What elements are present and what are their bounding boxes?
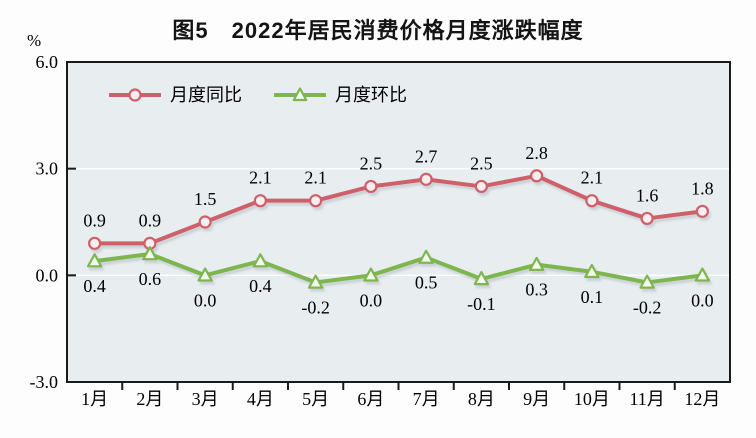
data-label: 0.5 bbox=[415, 273, 438, 293]
triangle-marker bbox=[197, 267, 213, 282]
triangle-marker bbox=[86, 253, 103, 268]
data-label: 2.1 bbox=[249, 168, 272, 188]
triangle-marker bbox=[528, 256, 545, 271]
data-label: 0.4 bbox=[83, 276, 106, 296]
triangle-marker bbox=[694, 267, 711, 282]
x-category-label: 12月 bbox=[684, 389, 720, 409]
circle-marker bbox=[474, 179, 488, 194]
y-axis-unit-label: % bbox=[27, 31, 42, 50]
circle-marker bbox=[585, 194, 599, 208]
data-label: 0.4 bbox=[249, 276, 272, 296]
x-category-label: 10月 bbox=[574, 389, 610, 409]
data-label: 1.8 bbox=[691, 178, 714, 198]
data-label: 2.5 bbox=[470, 153, 493, 173]
data-label: 0.9 bbox=[139, 210, 162, 230]
legend-item-tongbi: 月度同比 bbox=[109, 86, 242, 104]
circle-marker bbox=[640, 211, 654, 226]
y-tick-label: 0.0 bbox=[36, 265, 59, 285]
plot-area bbox=[67, 62, 730, 382]
circle-marker bbox=[364, 179, 378, 194]
triangle-marker bbox=[252, 253, 269, 268]
x-category-label: 8月 bbox=[468, 389, 495, 409]
x-category-label: 11月 bbox=[629, 389, 664, 409]
series-line bbox=[92, 173, 705, 246]
x-category-label: 7月 bbox=[413, 389, 440, 409]
circle-marker bbox=[530, 169, 544, 183]
x-category-label: 9月 bbox=[523, 389, 550, 409]
triangle-marker bbox=[142, 246, 158, 261]
x-category-label: 5月 bbox=[302, 389, 329, 409]
data-label: 0.0 bbox=[691, 290, 714, 310]
chart-title: 图5 2022年居民消费价格月度涨跌幅度 bbox=[172, 18, 584, 43]
triangle-marker bbox=[639, 274, 655, 289]
data-label: 2.1 bbox=[304, 168, 327, 188]
legend-label: 月度同比 bbox=[170, 85, 242, 105]
series-line bbox=[92, 252, 705, 285]
series-tongbi bbox=[88, 169, 709, 250]
x-category-label: 2月 bbox=[136, 389, 163, 409]
circle-marker bbox=[309, 194, 323, 208]
data-label: 0.9 bbox=[83, 210, 106, 230]
triangle-marker bbox=[307, 274, 324, 289]
y-tick-label: -3.0 bbox=[30, 372, 59, 392]
data-label: 2.8 bbox=[525, 143, 548, 163]
data-label: 0.0 bbox=[360, 290, 383, 310]
legend-label: 月度环比 bbox=[335, 85, 407, 105]
data-label: -0.2 bbox=[301, 297, 330, 317]
data-label: 0.0 bbox=[194, 290, 217, 310]
x-category-label: 6月 bbox=[357, 389, 384, 409]
triangle-marker bbox=[473, 270, 490, 286]
x-category-label: 3月 bbox=[192, 389, 219, 409]
data-label: 2.5 bbox=[360, 153, 383, 173]
x-category-label: 4月 bbox=[247, 389, 274, 409]
data-label: 1.5 bbox=[194, 189, 217, 209]
circle-marker bbox=[695, 204, 709, 218]
triangle-marker bbox=[584, 263, 600, 279]
data-label: 1.6 bbox=[636, 185, 659, 205]
series-huanbi bbox=[86, 246, 711, 289]
data-label: -0.1 bbox=[467, 294, 496, 314]
chart-legend: 月度同比 月度环比 bbox=[109, 86, 407, 104]
y-tick-label: 3.0 bbox=[36, 159, 59, 179]
legend-item-huanbi: 月度环比 bbox=[274, 86, 407, 104]
data-label: 2.1 bbox=[581, 168, 604, 188]
circle-marker bbox=[419, 172, 433, 186]
triangle-marker bbox=[363, 267, 379, 282]
y-tick-label: 6.0 bbox=[36, 52, 59, 72]
data-label: 0.1 bbox=[581, 287, 604, 307]
circle-marker bbox=[88, 236, 102, 250]
circle-marker bbox=[253, 194, 267, 208]
triangle-marker bbox=[418, 249, 434, 264]
triangle-series-marker-icon bbox=[274, 87, 326, 102]
data-label: 0.6 bbox=[139, 269, 162, 289]
data-label: 2.7 bbox=[415, 146, 438, 166]
circle-marker bbox=[198, 215, 212, 229]
data-label: -0.2 bbox=[633, 297, 662, 317]
circle-series-marker-icon bbox=[109, 88, 161, 102]
x-category-label: 1月 bbox=[81, 389, 108, 409]
data-label: 0.3 bbox=[525, 280, 548, 300]
